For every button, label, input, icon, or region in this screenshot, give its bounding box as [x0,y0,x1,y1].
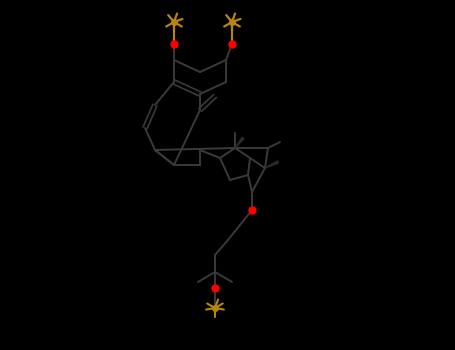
Polygon shape [235,137,244,148]
Polygon shape [265,161,278,168]
